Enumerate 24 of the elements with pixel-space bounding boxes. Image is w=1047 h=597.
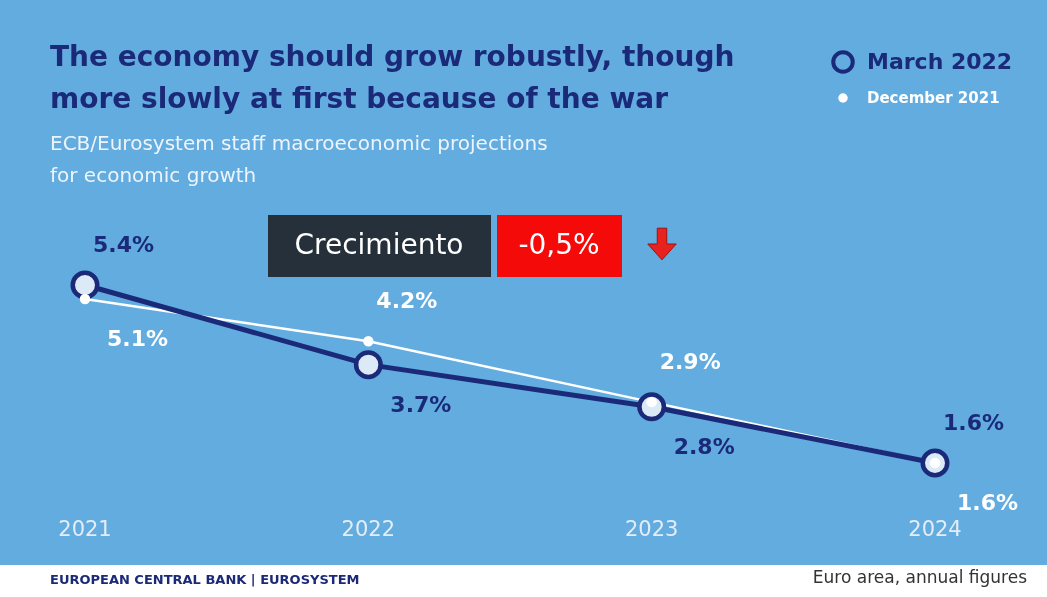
point [363, 335, 374, 347]
x-tick-label: 2022 [341, 517, 396, 541]
data-label: 2.9% [659, 349, 721, 375]
data-label: 4.2% [376, 288, 438, 314]
text: Euro area, annual figures [812, 567, 1028, 587]
point [353, 350, 383, 380]
x-tick-label: 2021 [58, 517, 112, 541]
point [79, 293, 91, 305]
legend-label: December 2021 [867, 89, 1000, 107]
legend-label: March 2022 [867, 49, 1013, 74]
x-tick-label: 2023 [624, 517, 679, 541]
text: EUROPEAN CENTRAL BANK | EUROSYSTEM [50, 572, 360, 587]
x-tick-label: 2024 [908, 517, 962, 541]
text: -0,5% [518, 228, 600, 261]
text: Crecimiento [294, 228, 464, 261]
data-label: 5.1% [107, 326, 169, 352]
data-label: 1.6% [943, 410, 1005, 436]
data-label: 5.4% [93, 232, 155, 257]
data-label: 1.6% [957, 490, 1019, 516]
point [70, 270, 100, 300]
chart-title: The economy should grow robustly, though more slowly at first because of the war [50, 40, 735, 115]
data-label: 2.8% [673, 433, 735, 459]
chart-subtitle: ECB/Eurosystem staff macroeconomic projections for economic growth [50, 131, 548, 187]
data-label: 3.7% [390, 391, 452, 417]
